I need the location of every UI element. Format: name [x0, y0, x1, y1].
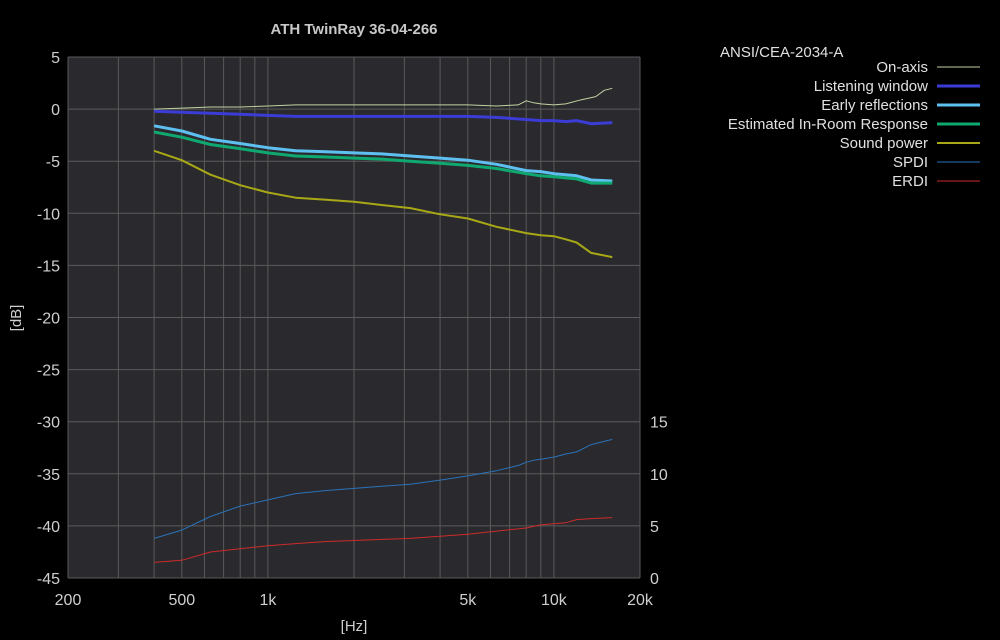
y-tick-label: 5 — [51, 50, 60, 67]
y-tick-label: -5 — [46, 154, 60, 171]
y-tick-label: -45 — [37, 571, 60, 588]
series-line-listening-window — [154, 109, 613, 126]
y2-axis-ticks: 15 10 5 0 — [650, 415, 668, 588]
y-tick-label: -40 — [37, 519, 60, 536]
y-tick-label: 0 — [51, 102, 60, 119]
x-axis-ticks: 200 500 1k 5k 10k 20k — [55, 592, 654, 609]
y2-tick-label: 5 — [650, 519, 659, 536]
x-tick-label: 500 — [168, 592, 195, 609]
y-tick-label: -30 — [37, 415, 60, 432]
legend: ANSI/CEA-2034-A On-axis Listening window E… — [720, 44, 980, 190]
legend-label: SPDI — [893, 154, 928, 171]
x-axis-label: [Hz] — [341, 618, 368, 635]
x-tick-label: 20k — [627, 592, 654, 609]
series-line-sound-power — [153, 149, 613, 259]
x-tick-label: 1k — [259, 592, 277, 609]
legend-label: Sound power — [840, 135, 928, 152]
y-tick-label: -15 — [37, 258, 60, 275]
series-line-on-axis — [154, 87, 613, 110]
legend-label: ERDI — [892, 173, 928, 190]
y-tick-label: -25 — [37, 363, 60, 380]
legend-label: Early reflections — [821, 97, 928, 114]
series-line-estimated-in-room-response — [153, 130, 613, 185]
grid-lines — [67, 56, 641, 579]
y-axis-ticks: 5 0 -5 -10 -15 -20 -25 -30 -35 -40 -45 — [37, 50, 60, 588]
series-line-early-reflections — [153, 124, 613, 183]
x-tick-label: 200 — [55, 592, 82, 609]
y-tick-label: -20 — [37, 311, 60, 328]
y-tick-label: -10 — [37, 206, 60, 223]
x-tick-label: 5k — [459, 592, 477, 609]
chart-title: ATH TwinRay 36-04-266 — [271, 21, 438, 38]
legend-label: On-axis — [876, 59, 928, 76]
y-tick-label: -35 — [37, 467, 60, 484]
y2-tick-label: 10 — [650, 467, 668, 484]
legend-label: Listening window — [814, 78, 928, 95]
series-line-erdi — [154, 517, 613, 563]
x-tick-label: 10k — [541, 592, 568, 609]
y-axis-label: [dB] — [8, 305, 25, 332]
series-layer — [153, 87, 613, 563]
legend-label: Estimated In-Room Response — [728, 116, 928, 133]
y2-tick-label: 15 — [650, 415, 668, 432]
y2-tick-label: 0 — [650, 571, 659, 588]
series-line-spdi — [153, 438, 613, 539]
legend-title: ANSI/CEA-2034-A — [720, 44, 843, 61]
